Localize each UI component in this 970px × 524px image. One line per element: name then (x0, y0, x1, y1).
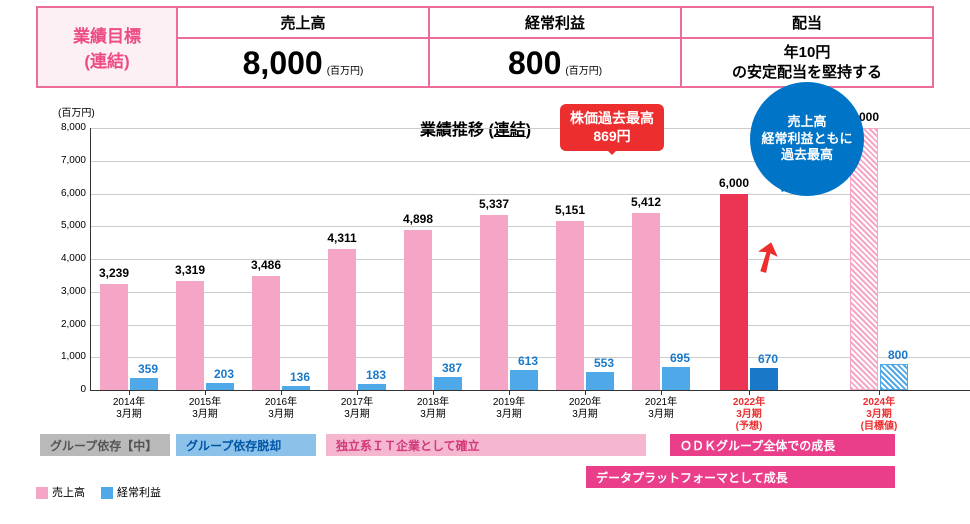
bar-revenue (100, 284, 128, 390)
hdr-left-l2: (連結) (84, 47, 129, 72)
bar-profit (586, 372, 614, 390)
y-tick-label: 4,000 (36, 253, 86, 264)
bar-profit (750, 368, 778, 390)
hdr-left-l1: 業績目標 (73, 22, 141, 47)
y-tick-label: 1,000 (36, 351, 86, 362)
bar-profit (282, 386, 310, 390)
x-label: 2022年3月期(予想) (714, 397, 784, 433)
x-label: 2021年3月期 (626, 397, 696, 421)
legend-prof-swatch (101, 487, 113, 499)
hdr-profit-label: 経常利益 (430, 8, 680, 39)
val-profit: 387 (432, 361, 472, 375)
hdr-profit-val: 800 (508, 45, 561, 82)
bar-revenue (176, 281, 204, 390)
growth-arrow-icon: ➚ (741, 229, 793, 286)
hdr-profit-unit: (百万円) (565, 62, 602, 77)
hdr-revenue-val: 8,000 (243, 45, 323, 82)
phase-arrow: グループ依存【中】 (40, 434, 170, 456)
bar-revenue (720, 194, 748, 391)
val-profit: 553 (584, 356, 624, 370)
y-tick-label: 0 (36, 384, 86, 395)
speech-l1: 売上高 (787, 114, 826, 131)
x-label: 2019年3月期 (474, 397, 544, 421)
y-tick-label: 2,000 (36, 319, 86, 330)
x-label: 2018年3月期 (398, 397, 468, 421)
val-profit: 800 (878, 348, 918, 362)
x-label: 2020年3月期 (550, 397, 620, 421)
y-tick-label: 5,000 (36, 220, 86, 231)
legend-rev-swatch (36, 487, 48, 499)
hdr-revenue-unit: (百万円) (327, 62, 364, 77)
hdr-div-t1: 年10円 (784, 43, 831, 63)
hdr-div-t2: の安定配当を堅持する (732, 63, 882, 83)
val-revenue: 3,239 (88, 266, 140, 280)
callout-l1: 株価過去最高 (570, 110, 654, 128)
bar-profit (510, 370, 538, 390)
legend: 売上高 経常利益 (36, 484, 161, 500)
bar-profit (130, 378, 158, 390)
phase-arrow: 独立系ＩＴ企業として確立 (326, 434, 646, 456)
val-revenue: 5,412 (620, 195, 672, 209)
val-profit: 695 (660, 351, 700, 365)
bar-profit (206, 383, 234, 390)
legend-rev: 売上高 (52, 487, 85, 499)
chart: (百万円) 業績推移 (連結) 01,0002,0003,0004,0005,0… (30, 104, 940, 514)
x-label: 2014年3月期 (94, 397, 164, 421)
bar-revenue (556, 221, 584, 390)
val-revenue: 5,151 (544, 203, 596, 217)
hdr-col-profit: 経常利益 800 (百万円) (430, 8, 682, 86)
val-revenue: 3,486 (240, 258, 292, 272)
val-revenue: 4,311 (316, 231, 368, 245)
hdr-revenue-label: 売上高 (178, 8, 428, 39)
val-revenue: 3,319 (164, 263, 216, 277)
phase-arrow: データプラットフォーマとして成長 (586, 466, 895, 488)
header-table: 業績目標 (連結) 売上高 8,000 (百万円) 経常利益 800 (百万円) 配… (36, 6, 934, 88)
phase-arrow: グループ依存脱却 (176, 434, 316, 456)
x-label: 2024年3月期(目標値) (844, 397, 914, 433)
val-revenue: 6,000 (708, 176, 760, 190)
val-profit: 670 (748, 352, 788, 366)
val-profit: 359 (128, 362, 168, 376)
header-left: 業績目標 (連結) (38, 8, 178, 86)
callout-l2: 869円 (570, 128, 654, 146)
bar-revenue (404, 230, 432, 390)
legend-prof: 経常利益 (117, 487, 161, 499)
speech-l3: 過去最高 (781, 147, 833, 164)
val-profit: 203 (204, 367, 244, 381)
x-label: 2017年3月期 (322, 397, 392, 421)
val-revenue: 5,337 (468, 197, 520, 211)
y-tick-label: 8,000 (36, 122, 86, 133)
val-revenue: 4,898 (392, 212, 444, 226)
hdr-col-div: 配当 年10円の安定配当を堅持する (682, 8, 932, 86)
speech-bubble: 売上高 経常利益ともに 過去最高 (750, 82, 864, 196)
val-profit: 613 (508, 354, 548, 368)
bar-revenue (328, 249, 356, 390)
bar-profit (434, 377, 462, 390)
hdr-col-revenue: 売上高 8,000 (百万円) (178, 8, 430, 86)
bar-revenue (480, 215, 508, 390)
bar-revenue (252, 276, 280, 390)
y-tick-label: 7,000 (36, 155, 86, 166)
bar-profit (358, 384, 386, 390)
y-tick-label: 6,000 (36, 188, 86, 199)
val-profit: 136 (280, 370, 320, 384)
val-profit: 183 (356, 368, 396, 382)
x-label: 2016年3月期 (246, 397, 316, 421)
speech-l2: 経常利益ともに (761, 131, 852, 148)
y-tick-label: 3,000 (36, 286, 86, 297)
bar-profit (662, 367, 690, 390)
bar-revenue (632, 213, 660, 390)
callout-stock-high: 株価過去最高 869円 (560, 104, 664, 151)
bar-profit (880, 364, 908, 390)
phase-arrow: ＯＤＫグループ全体での成長 (670, 434, 895, 456)
x-label: 2015年3月期 (170, 397, 240, 421)
hdr-div-label: 配当 (682, 8, 932, 39)
y-axis-unit: (百万円) (58, 104, 95, 119)
